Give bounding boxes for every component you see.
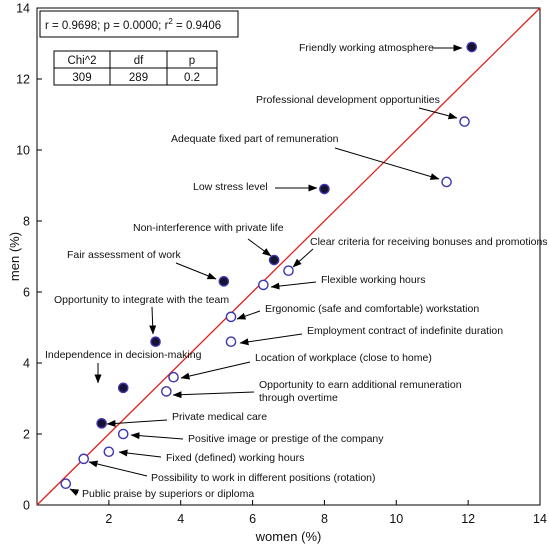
annotation-arrow (175, 262, 217, 280)
open-data-point (441, 176, 452, 188)
point-annotation: Fair assessment of work (67, 249, 182, 261)
filled-data-point (466, 41, 478, 53)
open-data-point (117, 428, 129, 440)
annotations: Friendly working atmosphere Professional … (45, 42, 548, 500)
plot-frame (36, 7, 541, 506)
annotation-arrow (270, 281, 317, 290)
y-tick-label: 0 (23, 499, 30, 513)
open-data-point (225, 311, 237, 323)
open-data-point (225, 336, 237, 348)
point-annotation: Friendly working atmosphere (299, 42, 434, 54)
open-data-point (283, 265, 294, 277)
regression-stats-text: r = 0.9698; p = 0.0000; r2 = 0.9406 (45, 17, 221, 32)
y-axis-label: men (%) (7, 232, 22, 281)
point-annotation: Fixed (defined) working hours (166, 452, 304, 464)
annotation-arrow (236, 310, 261, 320)
point-annotation: Non-interference with private life (133, 222, 284, 234)
x-tick-label: 10 (389, 512, 403, 526)
point-annotation: Professional development opportunities (256, 94, 440, 106)
filled-data-point (218, 276, 230, 287)
table-header-cell: p (189, 55, 195, 67)
annotation-arrow (172, 391, 255, 399)
point-annotation: Positive image or prestige of the compan… (188, 433, 384, 445)
table-value-cell: 309 (72, 72, 91, 84)
annotation-arrow (247, 238, 272, 257)
filled-data-point (319, 183, 330, 195)
table-value-cell: 289 (129, 72, 148, 84)
annotation-arrow (106, 419, 168, 427)
point-annotation: Location of workplace (close to home) (255, 352, 432, 364)
y-tick-label: 2 (23, 428, 30, 442)
open-data-point (168, 371, 179, 383)
filled-data-point (117, 382, 129, 394)
point-annotation: Ergonomic (safe and comfortable) worksta… (265, 303, 479, 315)
table-value-cell: 0.2 (184, 72, 200, 84)
annotation-arrow (180, 361, 251, 380)
x-tick-label: 4 (177, 512, 184, 526)
y-tick-label: 4 (23, 357, 30, 371)
point-annotation: Independence in decision-making (45, 349, 202, 361)
y-tick-label: 6 (23, 286, 30, 300)
open-data-point (161, 386, 172, 397)
annotation-arrow (118, 449, 162, 458)
filled-data-point (268, 254, 280, 266)
statistics-box: r = 0.9698; p = 0.0000; r2 = 0.9406 Chi^2… (39, 10, 239, 86)
annotation-arrow (334, 147, 440, 180)
open-data-point (60, 478, 72, 490)
point-annotation: Employment contract of indefinite durati… (307, 325, 503, 337)
annotation-arrow (149, 306, 157, 335)
x-tick-label: 2 (105, 512, 112, 526)
axes: 2 4 6 8 10 12 14 0 2 4 6 8 10 12 14 women (%) men (%) (7, 2, 547, 545)
data-points (60, 41, 478, 490)
y-tick-label: 12 (16, 73, 30, 87)
point-annotation: Clear criteria for receiving bonuses and… (310, 236, 548, 248)
annotation-arrow (88, 460, 148, 477)
point-annotation: Adequate fixed part of remuneration (171, 133, 339, 145)
table-header-cell: Chi^2 (67, 55, 96, 67)
annotation-arrow (292, 248, 314, 268)
annotation-arrow (418, 107, 458, 120)
filled-data-point (150, 336, 161, 348)
identity-line (36, 7, 541, 506)
x-tick-label: 6 (249, 512, 256, 526)
x-tick-label: 12 (461, 512, 475, 526)
annotation-arrow (69, 488, 80, 496)
point-annotation: Possibility to work in different positio… (151, 472, 376, 484)
open-data-point (459, 116, 470, 127)
reference-line-layer (36, 7, 541, 506)
point-annotation: Opportunity to earn additional remunerat… (259, 379, 462, 404)
filled-data-point (96, 418, 107, 429)
point-annotation: Public praise by superiors or diploma (82, 488, 254, 500)
open-data-point (78, 453, 90, 465)
point-annotation: Flexible working hours (321, 274, 425, 286)
x-tick-label: 8 (321, 512, 328, 526)
x-axis-label: women (%) (255, 529, 322, 544)
annotation-arrow (239, 333, 303, 346)
x-tick-label: 14 (533, 512, 547, 526)
regression-stats-box (39, 10, 239, 38)
y-tick-label: 10 (16, 144, 30, 158)
point-annotation: Private medical care (172, 411, 267, 423)
y-tick-label: 8 (23, 215, 30, 229)
point-annotation: Low stress level (193, 181, 268, 193)
table-header-cell: df (134, 55, 144, 67)
open-data-point (103, 446, 115, 458)
open-data-point (258, 279, 269, 291)
annotation-arrow (130, 432, 184, 440)
y-tick-label: 14 (16, 2, 30, 16)
point-annotation: Opportunity to integrate with the team (54, 294, 229, 306)
